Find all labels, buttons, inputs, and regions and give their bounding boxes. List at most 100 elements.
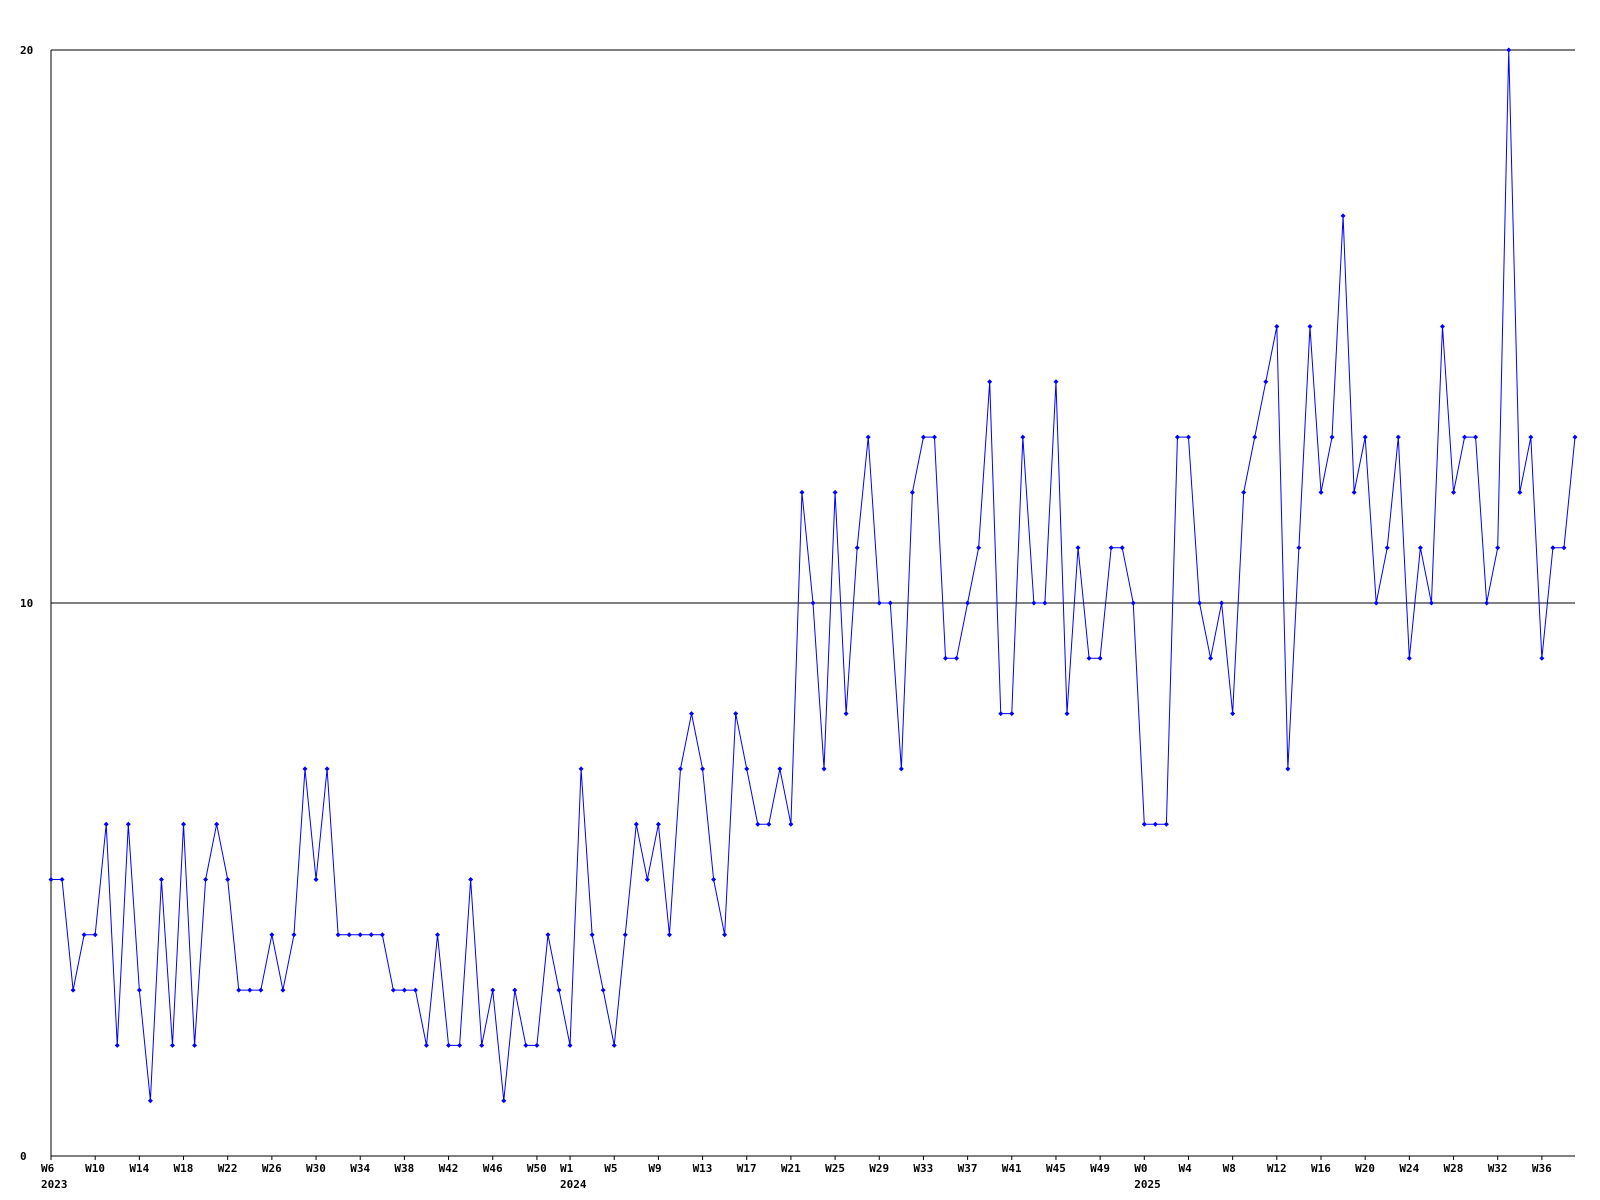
data-point xyxy=(1417,545,1423,551)
x-tick-label: W25 xyxy=(825,1162,845,1175)
x-tick-label: W22 xyxy=(218,1162,238,1175)
data-point xyxy=(379,932,385,938)
data-point xyxy=(457,1042,463,1048)
data-point xyxy=(1053,379,1059,385)
x-tick-label: W38 xyxy=(394,1162,414,1175)
x-tick-label: W50 xyxy=(527,1162,547,1175)
data-point xyxy=(501,1098,507,1104)
data-point xyxy=(1296,545,1302,551)
data-point xyxy=(1351,489,1357,495)
x-tick-label: W12 xyxy=(1267,1162,1287,1175)
data-point xyxy=(479,1042,485,1048)
data-point xyxy=(203,877,209,882)
data-point xyxy=(821,766,827,772)
data-point xyxy=(766,821,772,827)
data-point xyxy=(446,1042,452,1048)
x-tick-label: W6 2023 xyxy=(41,1162,68,1191)
data-point xyxy=(832,489,838,495)
data-point xyxy=(810,600,816,606)
data-point xyxy=(1495,545,1501,551)
data-point xyxy=(1406,655,1412,661)
x-tick-label: W26 xyxy=(262,1162,282,1175)
data-point xyxy=(236,987,242,993)
data-point xyxy=(600,987,606,993)
x-tick-label: W41 xyxy=(1002,1162,1022,1175)
x-tick-label: W33 xyxy=(913,1162,933,1175)
data-point xyxy=(1086,655,1092,661)
data-point xyxy=(965,600,971,606)
data-point xyxy=(1075,545,1081,551)
data-point xyxy=(1252,434,1258,440)
x-tick-label: W28 xyxy=(1444,1162,1464,1175)
data-point xyxy=(689,711,695,717)
data-point xyxy=(1329,434,1335,440)
x-tick-label: W0 2025 xyxy=(1134,1162,1161,1191)
x-tick-label: W16 xyxy=(1311,1162,1331,1175)
x-tick-label: W20 xyxy=(1355,1162,1375,1175)
data-point xyxy=(1561,545,1567,551)
data-point xyxy=(722,932,728,938)
data-point xyxy=(1152,821,1158,827)
data-point xyxy=(1572,434,1578,440)
data-point xyxy=(357,932,363,938)
data-point xyxy=(412,987,418,993)
x-tick-label: W49 xyxy=(1090,1162,1110,1175)
data-point xyxy=(1163,821,1169,827)
data-point xyxy=(1031,600,1037,606)
data-point xyxy=(1506,47,1512,53)
data-point xyxy=(192,1042,198,1048)
data-point xyxy=(1108,545,1114,551)
data-point xyxy=(1517,489,1523,495)
x-tick-year: 2024 xyxy=(560,1178,587,1191)
data-point xyxy=(302,766,308,772)
data-point xyxy=(799,489,805,495)
x-tick-label: W8 xyxy=(1223,1162,1236,1175)
data-point xyxy=(666,932,672,938)
data-point xyxy=(954,655,960,661)
data-point xyxy=(225,877,231,882)
data-point xyxy=(490,987,496,993)
data-point xyxy=(556,987,562,993)
x-tick-label: W1 2024 xyxy=(560,1162,587,1191)
data-point xyxy=(1362,434,1368,440)
y-tick-label: 20 xyxy=(20,44,33,57)
data-point xyxy=(755,821,761,827)
data-point xyxy=(677,766,683,772)
data-point xyxy=(335,932,341,938)
x-tick-label: W45 xyxy=(1046,1162,1066,1175)
data-point xyxy=(368,932,374,938)
data-line xyxy=(51,49,1576,1101)
data-point xyxy=(1340,213,1346,219)
x-tick-label: W21 xyxy=(781,1162,801,1175)
data-point xyxy=(578,766,584,772)
x-tick-label: W14 xyxy=(129,1162,149,1175)
data-point xyxy=(92,932,98,938)
data-point xyxy=(777,766,783,772)
data-point xyxy=(512,987,518,993)
data-point xyxy=(1395,434,1401,440)
data-point xyxy=(987,379,993,385)
x-tick-label: W29 xyxy=(869,1162,889,1175)
data-point xyxy=(534,1042,540,1048)
x-tick-week: W0 xyxy=(1134,1162,1147,1175)
data-point xyxy=(1197,600,1203,606)
data-point xyxy=(943,655,949,661)
data-point xyxy=(1064,711,1070,717)
data-point xyxy=(1550,545,1556,551)
data-point xyxy=(468,877,474,882)
x-tick-year: 2025 xyxy=(1134,1178,1161,1191)
data-point xyxy=(898,766,904,772)
data-point xyxy=(1373,600,1379,606)
data-point xyxy=(1528,434,1534,440)
data-point xyxy=(931,434,937,440)
data-point xyxy=(59,877,65,882)
x-tick-label: W34 xyxy=(350,1162,370,1175)
data-point xyxy=(70,987,76,993)
data-point xyxy=(147,1098,153,1104)
data-point xyxy=(258,987,264,993)
data-point xyxy=(1318,489,1324,495)
data-point xyxy=(700,766,706,772)
x-tick-label: W5 xyxy=(604,1162,617,1175)
data-point xyxy=(1307,324,1313,329)
